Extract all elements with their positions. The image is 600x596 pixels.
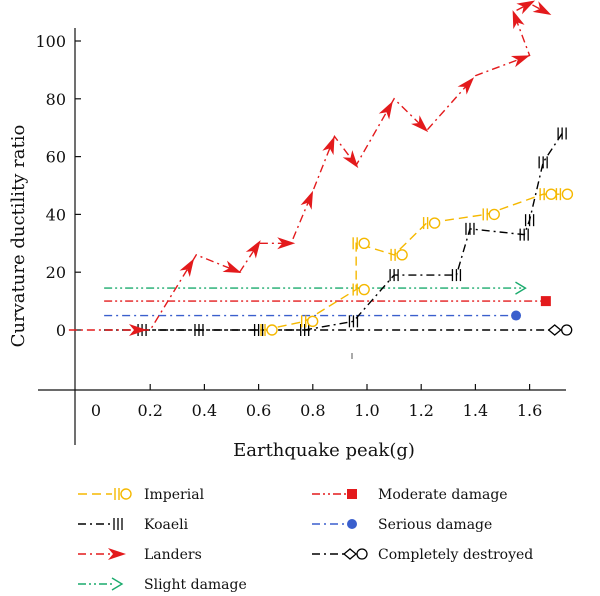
data-point-landers (245, 240, 261, 259)
series-line-landers (68, 2, 547, 331)
data-point-landers (222, 260, 242, 273)
legend-label: Imperial (144, 487, 205, 503)
y-tick-label: 80 (46, 90, 66, 109)
data-point-imperial-circle (358, 283, 370, 296)
x-tick-label: 1.0 (354, 401, 379, 420)
legend-item-moderate-damage: Moderate damage (312, 487, 508, 503)
y-tick-label: 100 (35, 32, 66, 51)
x-tick-label: 0 (91, 401, 101, 420)
series-imperial (260, 188, 574, 336)
x-tick-label: 0.4 (192, 401, 217, 420)
legend-label: Completely destroyed (378, 547, 533, 563)
legend-item-completely-destroyed: Completely destroyed (312, 547, 533, 563)
data-point-imperial-circle (428, 217, 441, 229)
y-tick-label: 40 (46, 205, 66, 224)
legend-item-imperial: Imperial (78, 487, 205, 503)
series-serious-damage (104, 310, 522, 321)
data-point-landers (300, 190, 314, 210)
series-landers (68, 0, 552, 336)
data-point-landers (342, 150, 359, 169)
x-axis-title: Earthquake peak(g) (233, 440, 415, 461)
legend-marker (347, 519, 357, 529)
data-point-imperial-circle (396, 249, 408, 261)
legend-marker-circle (356, 548, 368, 560)
data-point-landers (277, 237, 296, 250)
x-tick-label: 1.2 (408, 401, 433, 420)
data-point-imperial-circle (358, 237, 370, 250)
data-point-serious-damage (511, 310, 522, 321)
data-point-imperial-circle (488, 208, 500, 221)
legend-item-koaeli: Koaeli (78, 517, 189, 533)
series-completely-destroyed (104, 324, 573, 336)
legend-label: Moderate damage (378, 487, 508, 503)
data-point-landers (129, 324, 148, 336)
data-point-moderate-damage (540, 296, 551, 307)
data-point-landers (516, 0, 536, 15)
data-point-completely-destroyed-diamond (547, 324, 562, 336)
legend-label: Slight damage (144, 577, 247, 593)
data-point-landers (322, 136, 335, 156)
x-tick-label: 0.6 (246, 401, 271, 420)
legend-marker (111, 577, 124, 591)
series-moderate-damage (104, 296, 551, 307)
x-tick-label: 0.8 (300, 401, 325, 420)
legend-label: Serious damage (378, 517, 492, 533)
series-slight-damage (104, 281, 527, 295)
axes: 0 20 40 60 80 100 0 0.2 0.4 0.6 0.8 1.0 1.2 1.4 1.6 Ear… (8, 28, 566, 461)
x-tick-label: 0.2 (137, 401, 162, 420)
legend-label: Landers (144, 547, 202, 563)
series-koaeli (137, 127, 567, 336)
data-point-landers (179, 258, 195, 277)
legend-item-slight-damage: Slight damage (78, 577, 247, 593)
y-tick-label: 0 (56, 321, 66, 340)
y-tick-label: 60 (46, 148, 66, 167)
y-tick-label: 20 (46, 263, 66, 282)
legend-marker-circle (120, 488, 132, 500)
data-point-landers (457, 77, 475, 95)
data-point-imperial-circle (545, 188, 557, 200)
plot-area (68, 0, 574, 336)
data-point-imperial-circle (266, 324, 278, 336)
legend-marker (108, 548, 126, 560)
data-point-slight-damage (515, 281, 527, 295)
legend-item-serious-damage: Serious damage (312, 517, 492, 533)
data-point-landers (512, 10, 525, 30)
data-point-imperial-circle (306, 315, 319, 328)
data-point-landers (411, 115, 429, 133)
data-point-imperial-circle (561, 188, 574, 200)
data-point-completely-destroyed-circle (561, 324, 573, 336)
data-point-landers (532, 1, 552, 16)
legend-marker (347, 489, 357, 499)
legend-item-landers: Landers (78, 547, 202, 563)
legend-marker-diamond (342, 548, 358, 560)
legend-label: Koaeli (144, 517, 189, 533)
x-tick-label: 1.4 (463, 401, 488, 420)
y-axis-title: Curvature ductility ratio (8, 125, 29, 348)
series-line-imperial (263, 193, 560, 331)
data-point-landers (378, 100, 393, 120)
x-tick-label: 1.6 (517, 401, 542, 420)
legend: Imperial Koaeli Landers Slight damage Modera… (78, 487, 533, 593)
data-point-landers (510, 55, 530, 68)
